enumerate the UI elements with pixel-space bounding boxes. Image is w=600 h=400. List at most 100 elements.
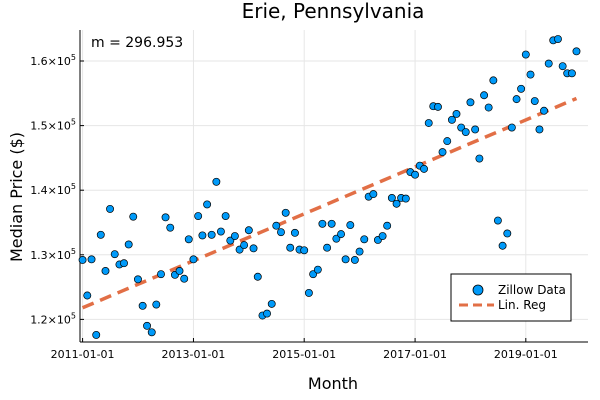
data-point — [544, 59, 553, 68]
y-tick-label: 1.4×105 — [30, 182, 76, 197]
data-point — [120, 259, 128, 268]
data-point — [143, 321, 151, 330]
data-point — [489, 76, 498, 85]
data-point — [401, 194, 410, 203]
data-point — [221, 212, 230, 220]
data-point — [212, 177, 221, 186]
legend-label-lin-reg: Lin. Reg — [498, 298, 546, 312]
x-tick-label: 2013-01-01 — [161, 348, 225, 361]
data-point — [281, 208, 290, 217]
data-point — [512, 95, 521, 104]
data-point — [360, 235, 369, 244]
data-point — [392, 199, 401, 208]
data-point — [96, 230, 105, 239]
data-point — [447, 115, 456, 124]
data-marks — [78, 35, 581, 339]
data-point — [355, 247, 364, 256]
data-point — [332, 234, 341, 243]
data-point — [147, 328, 156, 337]
data-point — [194, 212, 203, 220]
data-point — [180, 274, 189, 283]
y-tick-label: 1.3×105 — [30, 247, 76, 262]
data-point — [129, 212, 138, 221]
data-point — [507, 123, 516, 132]
data-point — [350, 256, 359, 264]
data-point — [346, 221, 355, 230]
data-point — [498, 241, 507, 250]
data-point — [452, 110, 461, 118]
data-point — [387, 194, 396, 202]
data-point — [138, 301, 147, 310]
legend: Zillow Data Lin. Reg — [450, 273, 572, 322]
data-point — [327, 219, 336, 228]
data-point — [253, 272, 262, 281]
chart-title: Erie, Pennsylvania — [242, 0, 425, 23]
legend-box — [450, 273, 572, 322]
data-point — [558, 62, 567, 71]
axes — [79, 30, 588, 343]
y-tick-label: 1.6×105 — [30, 53, 76, 68]
data-point — [101, 266, 110, 275]
x-axis-label: Month — [308, 374, 358, 393]
data-point — [535, 125, 544, 134]
data-point — [411, 170, 420, 179]
grid — [80, 30, 588, 342]
data-point — [106, 204, 114, 213]
data-point — [166, 223, 175, 232]
data-point — [424, 119, 433, 127]
data-point — [493, 216, 502, 225]
data-point — [161, 213, 170, 222]
data-point — [203, 200, 212, 209]
x-tick-label: 2015-01-01 — [272, 348, 336, 361]
data-point — [443, 137, 452, 146]
data-point — [249, 244, 258, 253]
data-point — [475, 154, 484, 163]
legend-marker-zillow-data — [472, 284, 484, 296]
data-point — [503, 229, 512, 238]
data-point — [240, 241, 249, 250]
data-point — [207, 230, 216, 239]
y-tick-label: 1.2×105 — [30, 311, 76, 326]
data-point — [304, 288, 313, 297]
data-point — [554, 35, 562, 43]
data-point — [341, 255, 350, 264]
data-point — [92, 330, 101, 339]
annotation-slope: m = 296.953 — [91, 35, 183, 51]
data-point — [369, 190, 378, 199]
data-point — [277, 228, 285, 237]
data-point — [216, 227, 225, 236]
data-point — [323, 243, 332, 252]
x-tick-label: 2019-01-01 — [494, 348, 558, 361]
data-point — [110, 250, 119, 259]
y-tick-label: 1.5×105 — [30, 118, 76, 133]
data-point — [471, 125, 480, 134]
data-point — [461, 128, 470, 137]
data-point — [438, 148, 447, 157]
x-tick-label: 2011-01-01 — [51, 348, 115, 361]
data-point — [420, 164, 428, 173]
data-point — [78, 256, 87, 264]
data-point — [480, 91, 489, 100]
data-point — [567, 69, 576, 78]
data-point — [290, 228, 299, 237]
x-tick-label: 2017-01-01 — [383, 348, 447, 361]
data-point — [189, 255, 198, 264]
data-point — [517, 84, 526, 93]
data-point — [572, 47, 581, 56]
tick-labels: 2011-01-01 2013-01-01 2015-01-01 2017-01-01… — [30, 53, 558, 361]
legend-label-zillow-data: Zillow Data — [498, 283, 566, 297]
data-point — [286, 243, 295, 252]
data-point — [272, 221, 281, 230]
data-point — [337, 230, 346, 239]
data-point — [300, 246, 309, 255]
data-point — [309, 270, 318, 279]
data-point — [244, 226, 253, 235]
data-point — [540, 106, 548, 115]
data-point — [318, 219, 327, 228]
data-point — [313, 265, 322, 274]
data-point — [383, 221, 392, 230]
data-point — [378, 232, 387, 241]
data-point — [530, 97, 539, 106]
